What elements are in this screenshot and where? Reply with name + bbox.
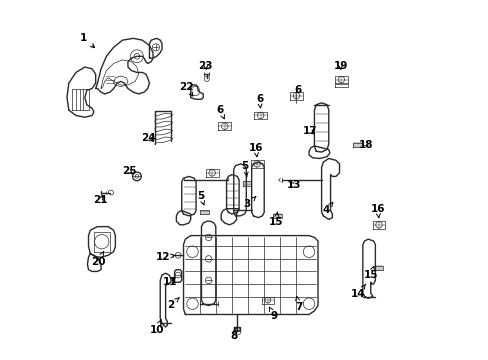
Text: 6: 6 <box>255 94 263 108</box>
Text: 22: 22 <box>179 82 193 96</box>
Text: 7: 7 <box>295 296 302 312</box>
Text: 9: 9 <box>269 307 277 320</box>
Text: 19: 19 <box>333 61 347 71</box>
Text: 13: 13 <box>286 180 301 190</box>
Text: 25: 25 <box>122 166 136 176</box>
Text: 23: 23 <box>198 61 213 71</box>
Text: 2: 2 <box>167 297 179 310</box>
Text: 20: 20 <box>91 252 105 267</box>
Text: 5: 5 <box>197 191 204 205</box>
Text: 5: 5 <box>241 161 248 177</box>
Text: 11: 11 <box>163 277 177 287</box>
Text: 14: 14 <box>350 284 365 299</box>
Text: 15: 15 <box>268 212 283 227</box>
Text: 16: 16 <box>370 204 385 218</box>
Text: 17: 17 <box>302 126 316 135</box>
Text: 6: 6 <box>216 105 224 119</box>
Text: 3: 3 <box>243 197 255 210</box>
Text: 21: 21 <box>93 195 107 205</box>
Text: 24: 24 <box>141 133 155 143</box>
Text: 16: 16 <box>248 143 263 157</box>
Text: 10: 10 <box>149 320 163 335</box>
Text: 6: 6 <box>293 85 301 95</box>
Text: 15: 15 <box>363 266 377 280</box>
Text: 1: 1 <box>80 33 94 48</box>
Text: 8: 8 <box>230 327 238 341</box>
Text: 18: 18 <box>358 140 372 150</box>
Text: 12: 12 <box>155 252 175 262</box>
Text: 4: 4 <box>322 202 332 216</box>
